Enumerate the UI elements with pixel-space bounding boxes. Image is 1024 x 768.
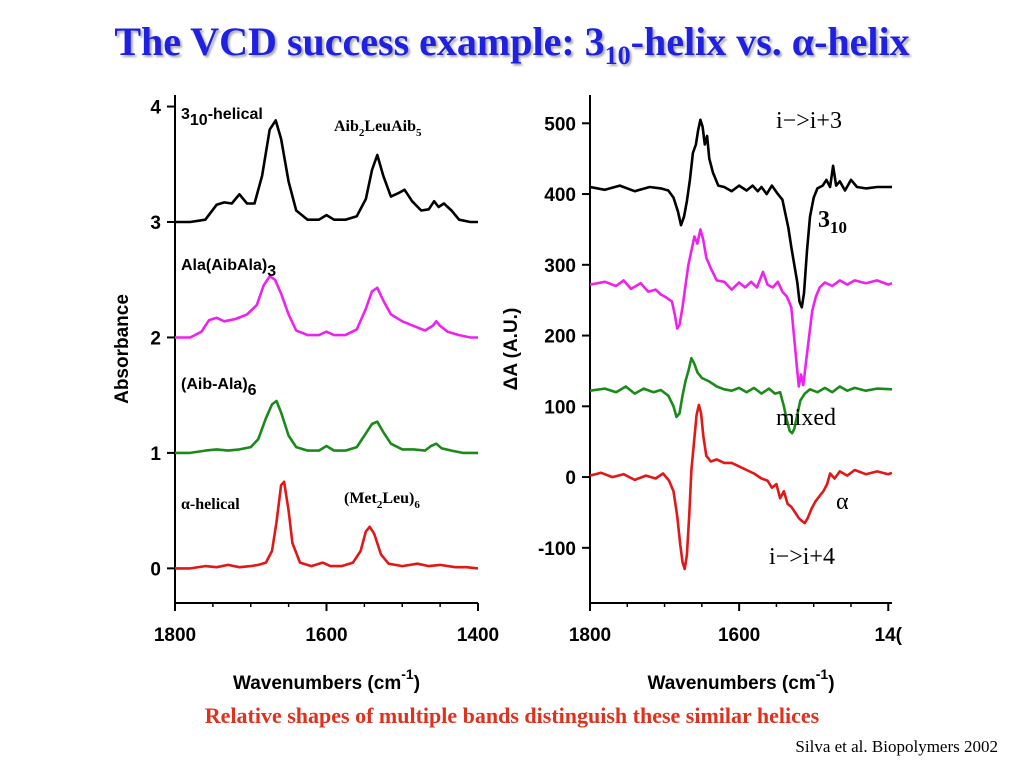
vcd-y-tick-label: 300 <box>544 256 576 277</box>
ir-series-1-line <box>175 274 478 339</box>
slide-title: The VCD success example: 310-helix vs. α… <box>0 18 1024 71</box>
vcd-x-tick-label: 1600 <box>718 625 760 646</box>
vcd-y-tick-label: 0 <box>565 468 576 489</box>
ir-label-310-helical: 310-helical <box>181 106 263 129</box>
vcd-label-310: 310 <box>818 207 847 237</box>
ir-x-tick-label: 1400 <box>457 625 499 646</box>
vcd-y-tick-label: 100 <box>544 397 576 418</box>
ir-y-axis-title: Absorbance <box>112 294 133 404</box>
ir-label-peptide3: (Aib-Ala)6 <box>181 376 257 399</box>
ir-y-tick-label: 4 <box>150 98 161 119</box>
ir-series-3-line <box>175 480 479 570</box>
vcd-y-tick-label: 500 <box>544 114 576 135</box>
vcd-series-0-line <box>589 118 892 309</box>
vcd-y-tick-label: -100 <box>538 539 576 560</box>
ir-label-peptide2: Ala(AibAla)3 <box>181 257 276 280</box>
ir-label-alpha-helical: α-helical <box>181 496 240 513</box>
vcd-label-alpha: α <box>836 489 849 515</box>
ir-series-0-line <box>175 119 478 224</box>
vcd-x-tick-label: 14( <box>875 625 903 646</box>
vcd-label-i-i3: i−>i+3 <box>776 108 842 134</box>
ir-x-tick-label: 1800 <box>154 625 196 646</box>
ir-y-tick-label: 1 <box>150 444 161 465</box>
ir-x-tick-label: 1600 <box>305 625 347 646</box>
footer-caption: Relative shapes of multiple bands distin… <box>204 703 820 728</box>
title-text-end: -helix vs. α-helix <box>630 19 910 64</box>
vcd-series-1-line <box>589 228 893 388</box>
ir-y-tick-label: 2 <box>150 328 161 349</box>
vcd-series-3-line <box>589 403 893 571</box>
vcd-y-axis-title: ΔA (A.U.) <box>501 308 522 391</box>
ir-x-axis-title: Wavenumbers (cm-1) <box>233 666 420 694</box>
ir-series-2-line <box>175 399 478 455</box>
vcd-label-mixed: mixed <box>776 405 836 431</box>
vcd-x-axis-title: Wavenumbers (cm-1) <box>647 666 834 694</box>
ir-label-peptide1: Aib2LeuAib5 <box>334 118 422 139</box>
citation: Silva et al. Biopolymers 2002 <box>795 737 998 756</box>
title-subscript: 10 <box>604 41 631 70</box>
vcd-label-i-i4: i−>i+4 <box>769 544 835 570</box>
vcd-y-tick-label: 400 <box>544 185 576 206</box>
vcd-y-tick-label: 200 <box>544 327 576 348</box>
vcd-plot: -100 0 100 200 300 400 500 1800 1600 14( Wavenumbe… <box>501 95 903 694</box>
ir-absorbance-plot: 0 1 2 3 4 1800 1600 1400 Wavenumbers (cm-1) Absor… <box>112 95 499 694</box>
ir-label-peptide4: (Met2Leu)6 <box>344 490 420 511</box>
ir-y-tick-label: 3 <box>150 213 161 234</box>
ir-y-tick-label: 0 <box>150 559 161 580</box>
vcd-x-tick-label: 1800 <box>569 625 611 646</box>
title-text-start: The VCD success example: 3 <box>114 19 605 64</box>
vcd-series-2-line <box>589 356 893 435</box>
